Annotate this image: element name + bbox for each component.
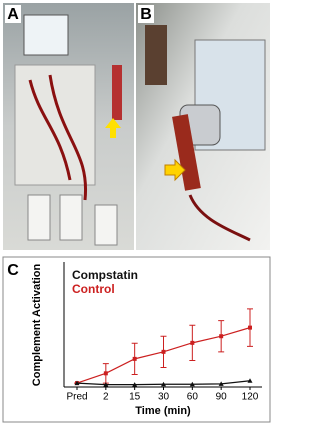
x-tick-label: 2 xyxy=(103,392,109,403)
marker xyxy=(218,381,224,386)
panel-label: B xyxy=(140,6,152,23)
photo-b: B xyxy=(136,3,270,250)
marker xyxy=(161,381,166,387)
x-tick-label: 120 xyxy=(242,392,259,403)
marker xyxy=(219,334,224,339)
legend-label: Control xyxy=(72,282,115,296)
x-tick-label: 30 xyxy=(158,392,170,403)
x-axis-title: Time (min) xyxy=(135,405,191,417)
panel-label: C xyxy=(7,262,19,279)
chart-frame xyxy=(2,256,271,423)
marker xyxy=(189,381,195,387)
marker xyxy=(132,382,138,387)
marker xyxy=(190,340,195,345)
marker xyxy=(103,371,108,376)
marker xyxy=(132,356,137,361)
panel-label: A xyxy=(7,6,19,23)
legend-label: Compstatin xyxy=(72,268,138,282)
marker xyxy=(74,380,80,386)
marker xyxy=(103,382,109,387)
y-axis-title: Complement Activation xyxy=(31,264,43,387)
marker xyxy=(247,378,253,383)
marker xyxy=(248,325,252,330)
figure: A B C Complement Activation Time (min) P… xyxy=(2,3,271,423)
x-tick-label: Pred xyxy=(66,392,87,403)
x-tick-label: 60 xyxy=(187,392,199,403)
x-tick-label: 15 xyxy=(129,392,141,403)
photo-a: A xyxy=(3,3,134,250)
marker xyxy=(161,349,166,354)
x-tick-label: 90 xyxy=(216,392,228,403)
